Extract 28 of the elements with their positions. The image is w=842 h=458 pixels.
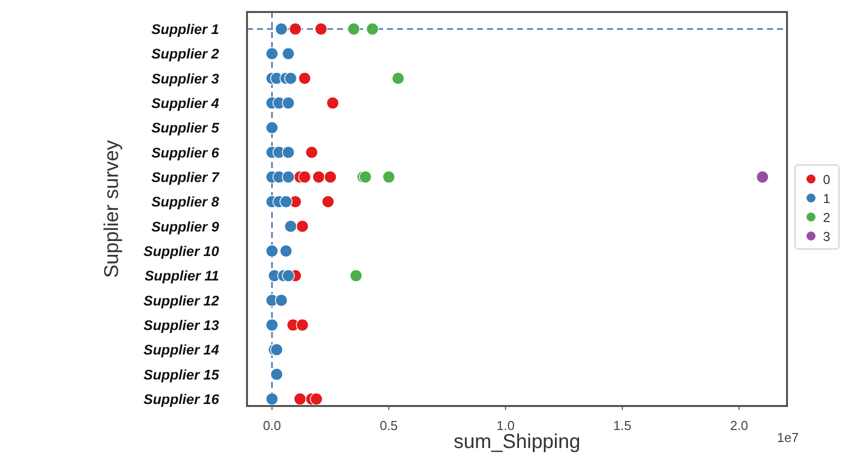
y-tick-label: Supplier 16 <box>144 391 220 407</box>
y-tick-label: Supplier 12 <box>144 292 220 308</box>
y-tick-label: Supplier 2 <box>151 46 220 62</box>
x-tick-label: 1.5 <box>613 418 632 433</box>
y-tick-label: Supplier 11 <box>144 268 220 284</box>
legend-label: 1 <box>823 191 830 206</box>
y-tick-label: Supplier 1 <box>151 21 220 37</box>
y-axis-title: Supplier survey <box>101 140 123 278</box>
y-tick-label: Supplier 3 <box>151 70 220 86</box>
y-tick-label: Supplier 9 <box>151 218 220 234</box>
y-tick-label: Supplier 10 <box>144 243 220 259</box>
x-axis-title: sum_Shipping <box>454 431 580 453</box>
x-tick-label: 2.0 <box>730 418 748 433</box>
y-tick-label: Supplier 4 <box>151 95 220 111</box>
text: 1e7 <box>777 430 799 445</box>
legend-label: 0 <box>823 172 830 187</box>
y-tick-label: Supplier 8 <box>151 194 220 210</box>
legend-label: 2 <box>823 210 830 225</box>
y-tick-label: Supplier 5 <box>151 120 220 136</box>
y-tick-label: Supplier 13 <box>144 317 220 333</box>
x-tick-label: 0.5 <box>380 418 398 433</box>
x-tick-label: 0.0 <box>262 418 282 433</box>
y-tick-label: Supplier 14 <box>144 342 220 358</box>
y-tick-label: Supplier 6 <box>151 144 220 160</box>
legend-label: 3 <box>823 229 830 244</box>
y-tick-label: Supplier 7 <box>151 169 220 185</box>
x-tick-label: 1.0 <box>496 418 515 433</box>
y-tick-label: Supplier 15 <box>144 366 220 382</box>
